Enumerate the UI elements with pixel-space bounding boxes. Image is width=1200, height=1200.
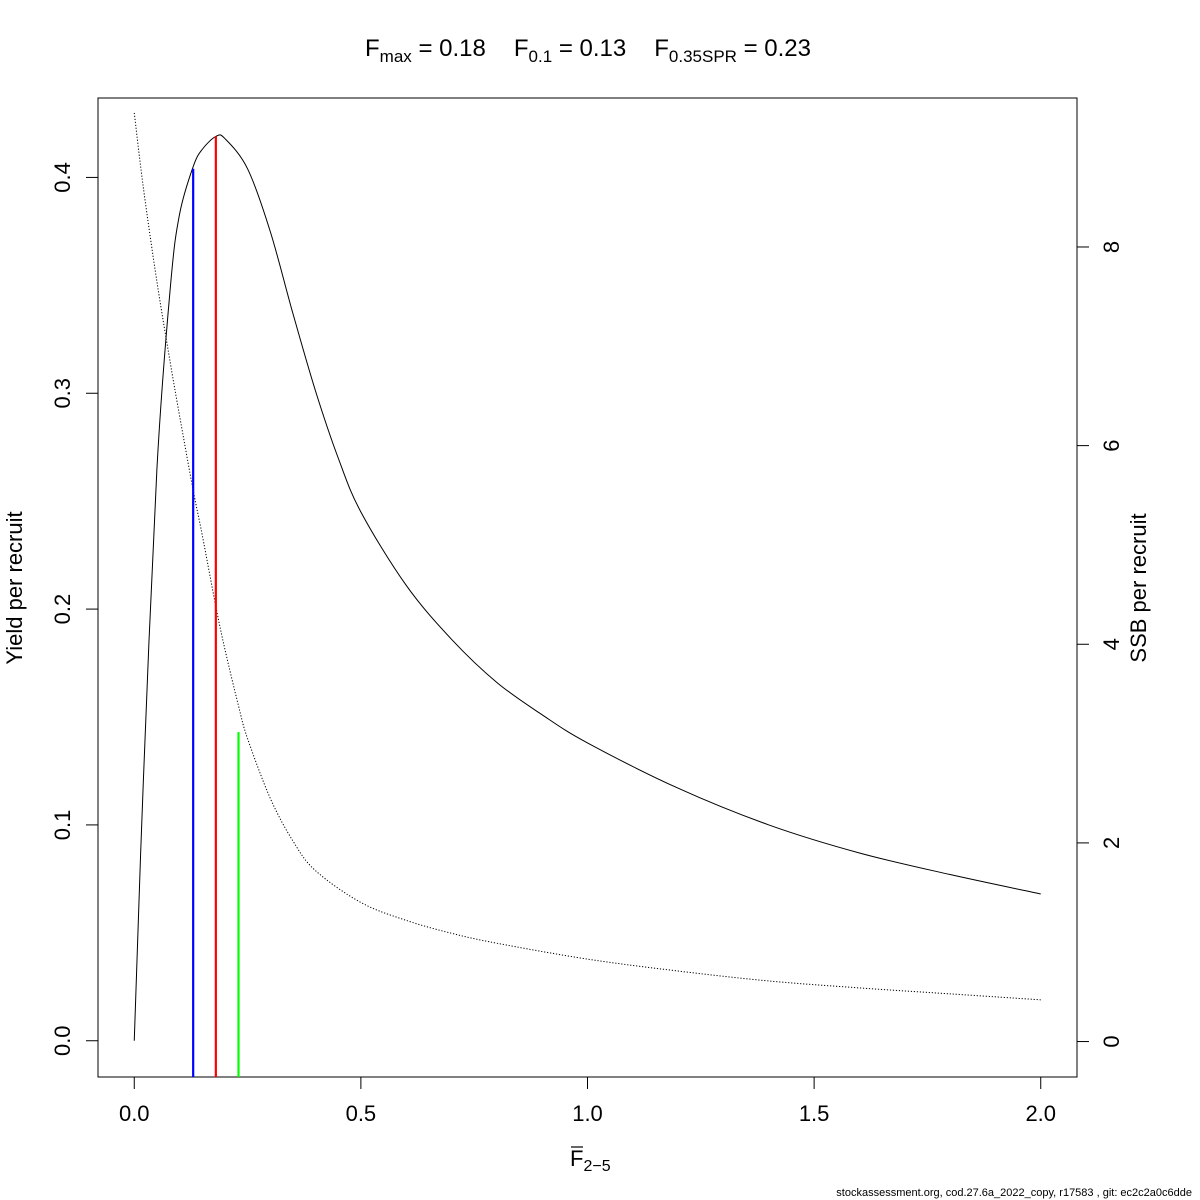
title-f01-eq: = 0.13 [552,35,626,62]
x-label-base: F [570,1146,583,1171]
title-f01-sub: 0.1 [529,47,553,66]
y-right-tick-label: 2 [1099,837,1124,849]
series-layer [133,112,1041,1041]
y-right-tick-label: 6 [1099,439,1124,451]
y-left-tick-label: 0.3 [50,378,75,409]
y-left-label: Yield per recruit [2,511,27,664]
title-fmax-eq: = 0.18 [412,35,486,62]
x-tick-label: 2.0 [1025,1101,1056,1126]
title-f01-base: F [514,35,529,62]
x-tick-label: 0.5 [346,1101,377,1126]
title-fmax-base: F [365,35,380,62]
chart-title: Fmax = 0.18 F0.1 = 0.13 F0.35SPR = 0.23 [365,35,811,66]
y-right-tick-label: 0 [1099,1035,1124,1047]
y-right-tick-label: 4 [1099,638,1124,650]
y-right-label: SSB per recruit [1126,513,1151,662]
y-axis-left: 0.0 0.1 0.2 0.3 0.4 [50,162,99,1056]
x-axis: 0.0 0.5 1.0 1.5 2.0 [119,1076,1056,1126]
ssb-per-recruit-line [133,112,1041,1001]
yield-per-recruit-line [133,134,1041,1041]
x-label-sub: 2−5 [583,1158,610,1175]
title-fspr-eq: = 0.23 [737,35,811,62]
x-axis-label: F2−5 [570,1146,611,1175]
y-right-tick-label: 8 [1099,241,1124,253]
title-fspr-base: F [654,35,669,62]
plot-frame [97,97,1078,1078]
x-tick-label: 0.0 [119,1101,150,1126]
y-left-tick-label: 0.2 [50,594,75,625]
reference-lines [192,136,240,1077]
x-tick-label: 1.0 [572,1101,603,1126]
x-label-text: F2−5 [570,1146,611,1175]
y-left-tick-label: 0.4 [50,162,75,193]
y-left-tick-label: 0.0 [50,1025,75,1056]
y-left-tick-label: 0.1 [50,810,75,841]
x-tick-label: 1.5 [799,1101,830,1126]
y-axis-right: 0 2 4 6 8 [1076,241,1124,1048]
title-fmax-sub: max [380,47,413,66]
footer-note: stockassessment.org, cod.27.6a_2022_copy… [836,1187,1192,1199]
title-fspr-sub: 0.35SPR [669,47,737,66]
